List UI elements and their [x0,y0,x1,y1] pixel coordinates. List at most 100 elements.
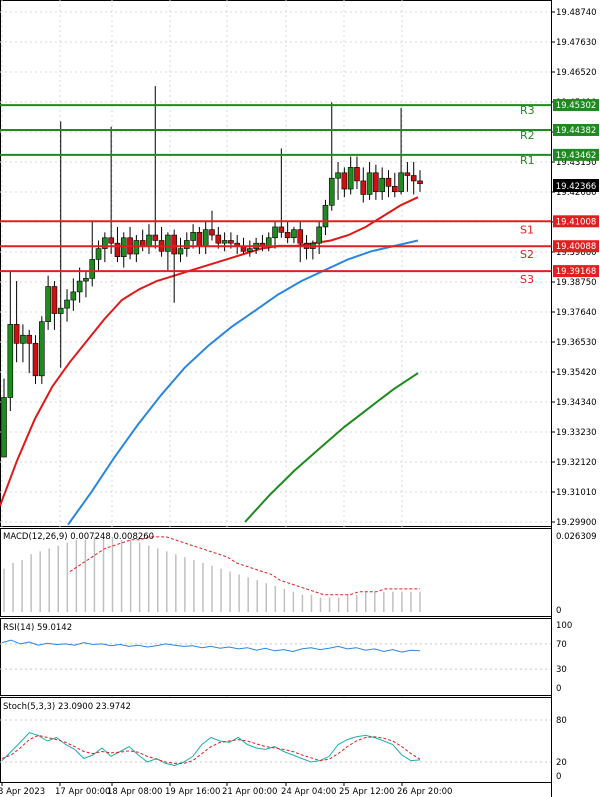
rsi-label: RSI(14) 59.0142 [3,623,72,633]
macd-tick-label: 0 [556,606,561,616]
rsi-tick-label: 0 [556,684,561,694]
time-tick-label: 18 Apr 08:00 [107,787,162,797]
time-tick-label: 3 Apr 2023 [0,787,45,797]
bull-candle [120,237,127,258]
bear-candle [278,226,285,233]
macd-signal-line [69,536,420,596]
time-tick-label: 25 Apr 12:00 [339,787,394,797]
level-value-s1: 19.41008 [556,217,597,227]
bear-candle [32,343,39,377]
level-value-s3: 19.39168 [556,267,597,277]
bull-candle [398,172,404,193]
bull-candle [202,229,209,247]
macd-tick-label: 0.026309 [556,532,597,542]
moving-averages [0,196,419,526]
bear-candle [26,334,33,344]
bull-candle [291,229,297,239]
price-tick-label: 19.29900 [556,518,597,528]
stoch-panel [0,697,552,783]
bear-candle [51,286,58,314]
bear-candle [417,180,423,184]
bull-candle [379,177,385,193]
bull-candle [7,324,14,398]
bear-candle [228,240,234,244]
stoch-d-line [1,734,421,764]
level-tag [553,123,599,136]
time-tick-label: 24 Apr 04:00 [281,787,336,797]
level-tag [553,240,599,253]
ma-red-line [0,196,419,507]
bear-candle [152,234,159,241]
level-value-r1: 19.43462 [556,151,597,161]
stoch-tick-label: 20 [556,758,567,768]
level-name-s3: S3 [520,273,534,286]
bear-candle [284,232,291,239]
macd-histogram [3,536,421,612]
bull-candle [190,232,196,241]
macd-axis: 0.026309 0 [556,532,597,616]
pivot-levels: R3 19.45302 R2 19.44382 R1 19.43462 S1 19.41008… [0,99,599,286]
bear-candle [354,167,360,182]
bull-candle [89,259,96,279]
current-price-tag: 19.42366 [553,179,599,192]
bull-candle [347,167,354,190]
price-tick-label: 19.46520 [556,68,597,78]
price-tick-label: 19.48740 [556,8,597,18]
stoch-k-line [1,732,421,767]
bull-candle [146,234,152,247]
level-tag [553,265,599,278]
bull-candle [64,299,70,309]
price-tick-label: 19.39860 [556,248,597,258]
bull-candle [1,397,7,458]
bear-candle [373,172,379,193]
bull-candle [247,248,253,252]
bull-candle [70,291,77,301]
bear-candle [391,186,398,193]
bear-candle [171,234,177,255]
rsi-tick-label: 100 [556,621,572,631]
level-name-s2: S2 [520,248,534,261]
bear-candle [341,172,348,190]
price-tick-label: 19.33230 [556,428,597,438]
bull-candle [272,226,278,239]
stoch-tick-label: 80 [556,716,567,726]
time-tick-label: 26 Apr 20:00 [397,787,452,797]
bull-candle [57,307,64,314]
bear-candle [297,229,304,244]
ma-green-line [244,372,419,523]
price-tick-label: 19.38750 [556,278,597,288]
bull-candle [95,248,102,260]
bear-candle [139,240,146,247]
bull-candle [265,237,272,247]
level-name-s1: S1 [520,223,534,236]
bull-candle [102,237,108,249]
bull-candle [83,278,89,282]
rsi-panel [0,618,552,696]
stoch-axis: 80 20 0 [556,716,567,782]
bull-candle [183,240,190,249]
rsi-tick-label: 30 [556,665,567,675]
bull-candle [322,204,329,228]
bear-candle [215,234,222,244]
bull-candle [133,240,140,255]
current-price-label: 19.42366 [556,182,597,192]
rsi-axis: 100 70 30 0 [556,621,572,694]
bull-candle [76,280,83,293]
price-tick-label: 19.31010 [556,488,597,498]
bear-candle [114,242,121,258]
level-value-s2: 19.40088 [556,242,597,252]
price-tick-label: 19.36530 [556,338,597,348]
rsi-tick-label: 70 [556,640,567,650]
candles [1,86,423,458]
bear-candle [404,172,411,176]
level-value-r3: 19.45302 [556,101,597,111]
level-name-r3: R3 [520,104,535,117]
price-tick-label: 19.32120 [556,458,597,468]
bull-candle [45,286,51,322]
bear-candle [385,177,392,187]
level-tag [553,148,599,161]
level-tag [553,215,599,228]
level-name-r2: R2 [520,129,535,142]
